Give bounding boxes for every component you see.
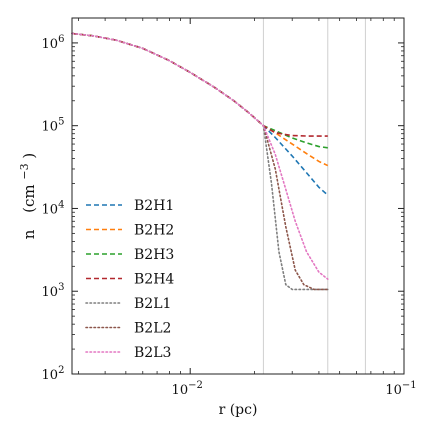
y-axis-label-unit-exponent: −3 — [18, 163, 31, 179]
svg-text:n (cm −3 ): n (cm −3 ) — [14, 153, 38, 240]
legend-label-b2h3: B2H3 — [134, 247, 174, 263]
series-layer — [71, 32, 329, 291]
x-tick-label: 10−2 — [172, 380, 203, 398]
y-axis-label-unit: (cm — [20, 184, 38, 212]
x-axis-label: r (pc) — [219, 402, 258, 418]
y-tick-label: 105 — [42, 117, 65, 135]
series-line-b2l3 — [71, 32, 329, 280]
axis-ticks: 10−2 10−1 102 103 104 105 106 — [42, 18, 417, 398]
legend-label-b2l3: B2L3 — [134, 345, 171, 361]
y-tick-label: 104 — [42, 199, 65, 217]
x-tick-label: 10−1 — [385, 380, 416, 398]
y-tick-label: 106 — [42, 34, 65, 52]
legend: B2H1 B2H2 B2H3 B2H4 B2L1 B2L2 B2L3 — [85, 198, 174, 361]
vertical-reference-lines — [262, 18, 366, 374]
legend-label-b2l2: B2L2 — [134, 321, 171, 337]
legend-label-b2h2: B2H2 — [134, 223, 174, 239]
plot-frame — [71, 17, 405, 375]
y-axis-label-unit-close: ) — [20, 153, 38, 159]
y-axis-label-name: n — [20, 229, 38, 239]
y-tick-label: 102 — [42, 365, 65, 383]
y-tick-label: 103 — [42, 282, 65, 300]
y-axis-label: n (cm −3 ) — [14, 153, 38, 240]
legend-label-b2l1: B2L1 — [134, 296, 171, 312]
legend-label-b2h1: B2H1 — [134, 198, 174, 214]
plot-background — [72, 18, 404, 374]
legend-label-b2h4: B2H4 — [134, 272, 174, 288]
